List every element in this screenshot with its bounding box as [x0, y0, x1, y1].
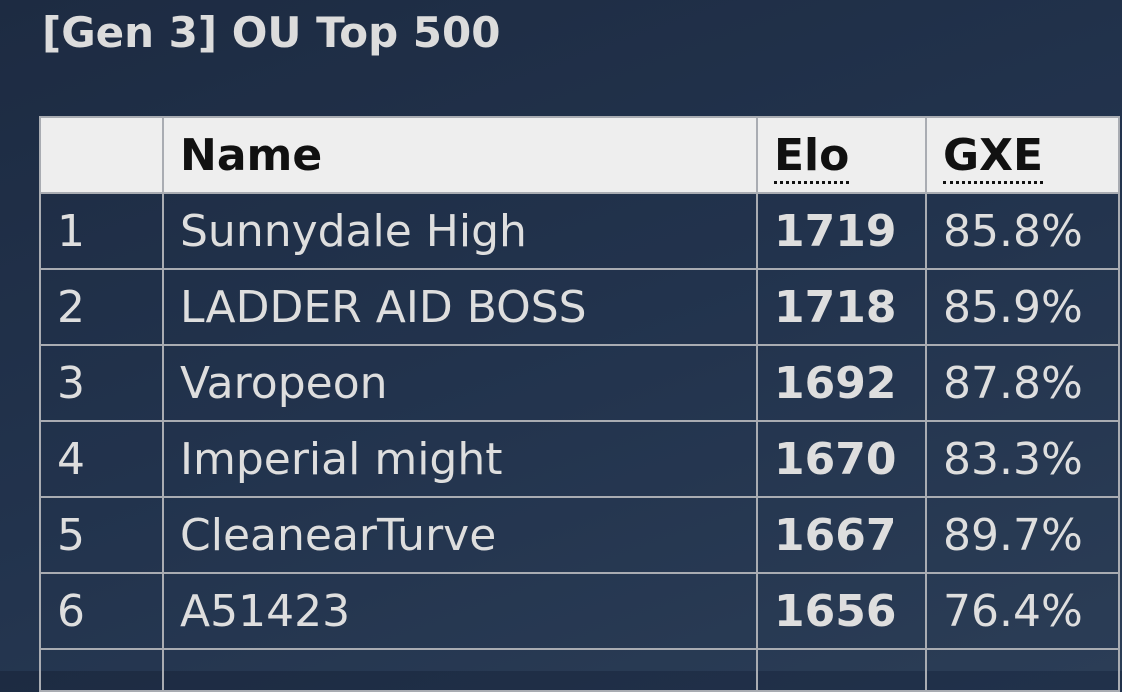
rank-cell: 3 [39, 344, 164, 422]
gxe-cell: 85.9% [925, 268, 1120, 346]
rank-cell: 5 [39, 496, 164, 574]
rank-cell: 6 [39, 572, 164, 650]
table-body: 1 Sunnydale High 1719 85.8% 2 LADDER AID BOSS… [39, 192, 1120, 692]
name-cell: Varopeon [162, 344, 758, 422]
name-cell: LADDER AID BOSS [162, 268, 758, 346]
ladder-row: 1 Sunnydale High 1719 85.8% [39, 192, 1120, 270]
rank-cell: 1 [39, 192, 164, 270]
empty-cell [925, 648, 1120, 692]
ladder-table: Name Elo GXE 1 Sunnydale High 1719 85.8% 2 LA… [39, 116, 1120, 692]
gxe-header-text: GXE [943, 129, 1044, 184]
gxe-header: GXE [925, 116, 1120, 194]
elo-cell: 1692 [756, 344, 927, 422]
ladder-row: 2 LADDER AID BOSS 1718 85.9% [39, 268, 1120, 346]
ladder-row: 6 A51423 1656 76.4% [39, 572, 1120, 650]
name-cell: A51423 [162, 572, 758, 650]
name-header: Name [162, 116, 758, 194]
empty-cell [162, 648, 758, 692]
rank-cell: 4 [39, 420, 164, 498]
elo-cell: 1656 [756, 572, 927, 650]
elo-cell: 1667 [756, 496, 927, 574]
name-cell: CleanearTurve [162, 496, 758, 574]
gxe-cell: 87.8% [925, 344, 1120, 422]
name-cell: Imperial might [162, 420, 758, 498]
empty-cell [39, 648, 164, 692]
elo-header-text: Elo [774, 129, 850, 184]
ladder-row: 3 Varopeon 1692 87.8% [39, 344, 1120, 422]
cut-off-row [39, 648, 1120, 692]
ladder-title: [Gen 3] OU Top 500 [42, 8, 501, 57]
rank-cell: 2 [39, 268, 164, 346]
empty-cell [756, 648, 927, 692]
ladder-row: 4 Imperial might 1670 83.3% [39, 420, 1120, 498]
elo-cell: 1718 [756, 268, 927, 346]
elo-header: Elo [756, 116, 927, 194]
gxe-cell: 76.4% [925, 572, 1120, 650]
name-cell: Sunnydale High [162, 192, 758, 270]
header-row: Name Elo GXE [39, 116, 1120, 194]
rank-header [39, 116, 164, 194]
elo-cell: 1670 [756, 420, 927, 498]
gxe-cell: 83.3% [925, 420, 1120, 498]
gxe-cell: 89.7% [925, 496, 1120, 574]
table-head: Name Elo GXE [39, 116, 1120, 194]
gxe-cell: 85.8% [925, 192, 1120, 270]
elo-cell: 1719 [756, 192, 927, 270]
ladder-row: 5 CleanearTurve 1667 89.7% [39, 496, 1120, 574]
